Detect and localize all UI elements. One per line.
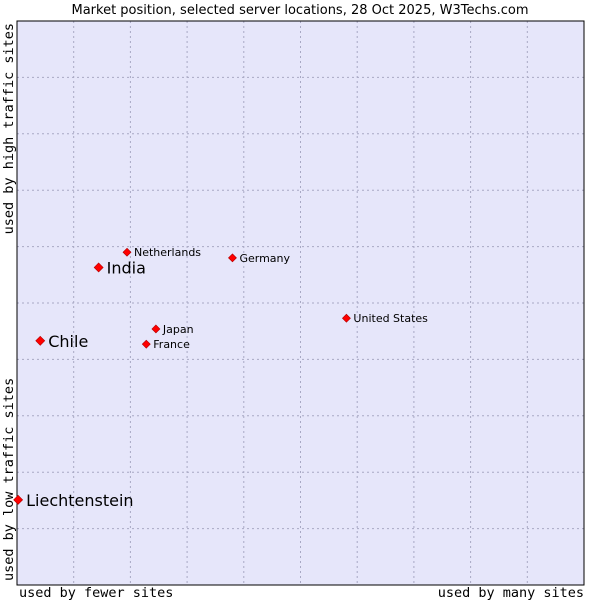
point-marker [342,313,351,323]
point-label: France [153,338,190,351]
point-marker [151,324,161,334]
point-marker [122,247,132,257]
point-label: Netherlands [134,246,201,259]
point-label: India [107,258,146,277]
y-axis-label-top: used by high traffic sites [1,23,17,234]
point-label: Liechtenstein [26,491,133,510]
y-axis-label-bottom: used by low traffic sites [1,378,17,581]
x-axis-label-right: used by many sites [438,585,584,600]
point-label: Chile [48,332,88,351]
point-marker [13,494,24,505]
data-point-france: France [141,338,190,351]
point-marker [35,335,46,346]
point-label: United States [353,312,428,325]
data-point-india: India [93,258,146,277]
data-point-united-states: United States [342,312,428,325]
point-marker [93,262,104,273]
data-point-liechtenstein: Liechtenstein [13,491,134,510]
data-point-germany: Germany [228,252,291,265]
data-point-chile: Chile [35,332,88,351]
point-marker [141,339,151,349]
data-point-netherlands: Netherlands [122,246,201,259]
grid-lines [17,21,584,585]
point-label: Germany [239,252,290,265]
x-axis-label-left: used by fewer sites [19,585,173,600]
plot-border [16,20,585,586]
point-marker [228,253,237,263]
data-point-japan: Japan [151,323,194,336]
point-label: Japan [162,323,194,336]
chart-title: Market position, selected server locatio… [71,3,528,18]
